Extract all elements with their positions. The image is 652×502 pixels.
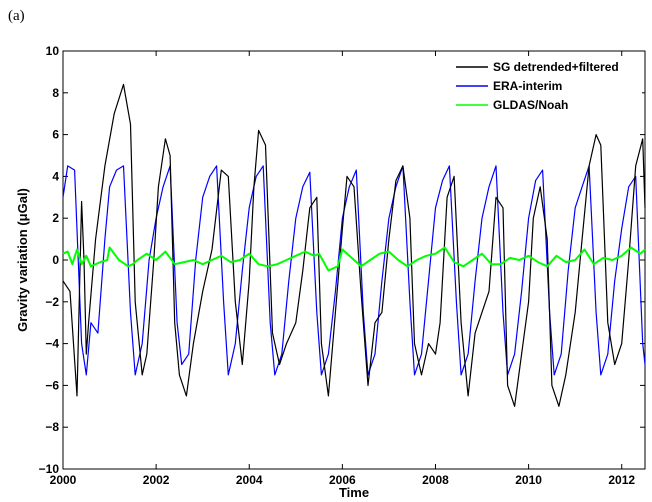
y-tick-label: 0 [52,253,59,267]
legend-label-2: GLDAS/Noah [493,98,568,112]
x-tick-label: 2004 [236,473,263,487]
y-tick-label: −6 [45,378,59,392]
gldas-noah-series-line [62,246,646,272]
panel-label: (a) [8,8,25,24]
legend-label-1: ERA-interim [493,79,562,93]
y-tick-label: 6 [52,128,59,142]
x-tick-label: 2000 [50,473,77,487]
x-axis-title: Time [339,485,369,500]
y-tick-label: 4 [52,169,59,183]
series-layer [62,83,646,407]
y-tick-label: −10 [39,462,60,476]
y-tick-label: −4 [45,337,59,351]
legend-label-0: SG detrended+filtered [493,60,619,74]
y-tick-label: 2 [52,211,59,225]
y-axis-title: Gravity variation (μGal) [15,188,30,332]
y-tick-label: 8 [52,86,59,100]
legend: SG detrended+filtered ERA-interim GLDAS/… [452,56,642,116]
x-tick-label: 2008 [422,473,449,487]
x-tick-label: 2006 [329,473,356,487]
x-tick-label: 2010 [515,473,542,487]
y-tick-label: −2 [45,295,59,309]
x-tick-label: 2012 [608,473,635,487]
y-tick-label: −8 [45,420,59,434]
axis-ticks: 2000 2002 2004 2006 2008 2010 2012 −10 −8 −6 −4 −2 0… [39,44,645,487]
y-tick-label: 10 [46,44,60,58]
x-tick-label: 2002 [143,473,170,487]
sg-series-line [62,83,646,407]
